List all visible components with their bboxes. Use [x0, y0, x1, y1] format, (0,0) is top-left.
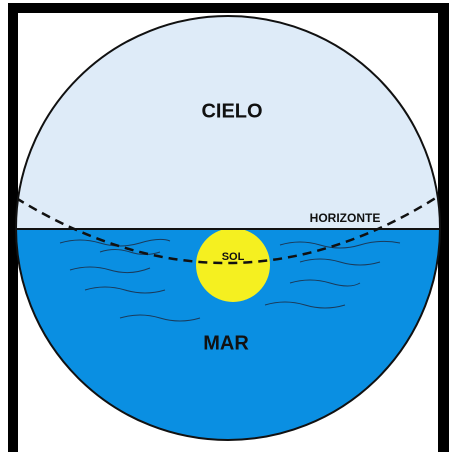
- frame-top: [8, 3, 449, 13]
- diagram: CIELO HORIZONTE SOL MAR: [0, 0, 449, 452]
- sky-label: CIELO: [201, 100, 262, 122]
- horizon-label: HORIZONTE: [310, 211, 381, 225]
- sun: [196, 228, 270, 302]
- sea-label: MAR: [203, 332, 249, 354]
- sun-label: SOL: [222, 251, 245, 263]
